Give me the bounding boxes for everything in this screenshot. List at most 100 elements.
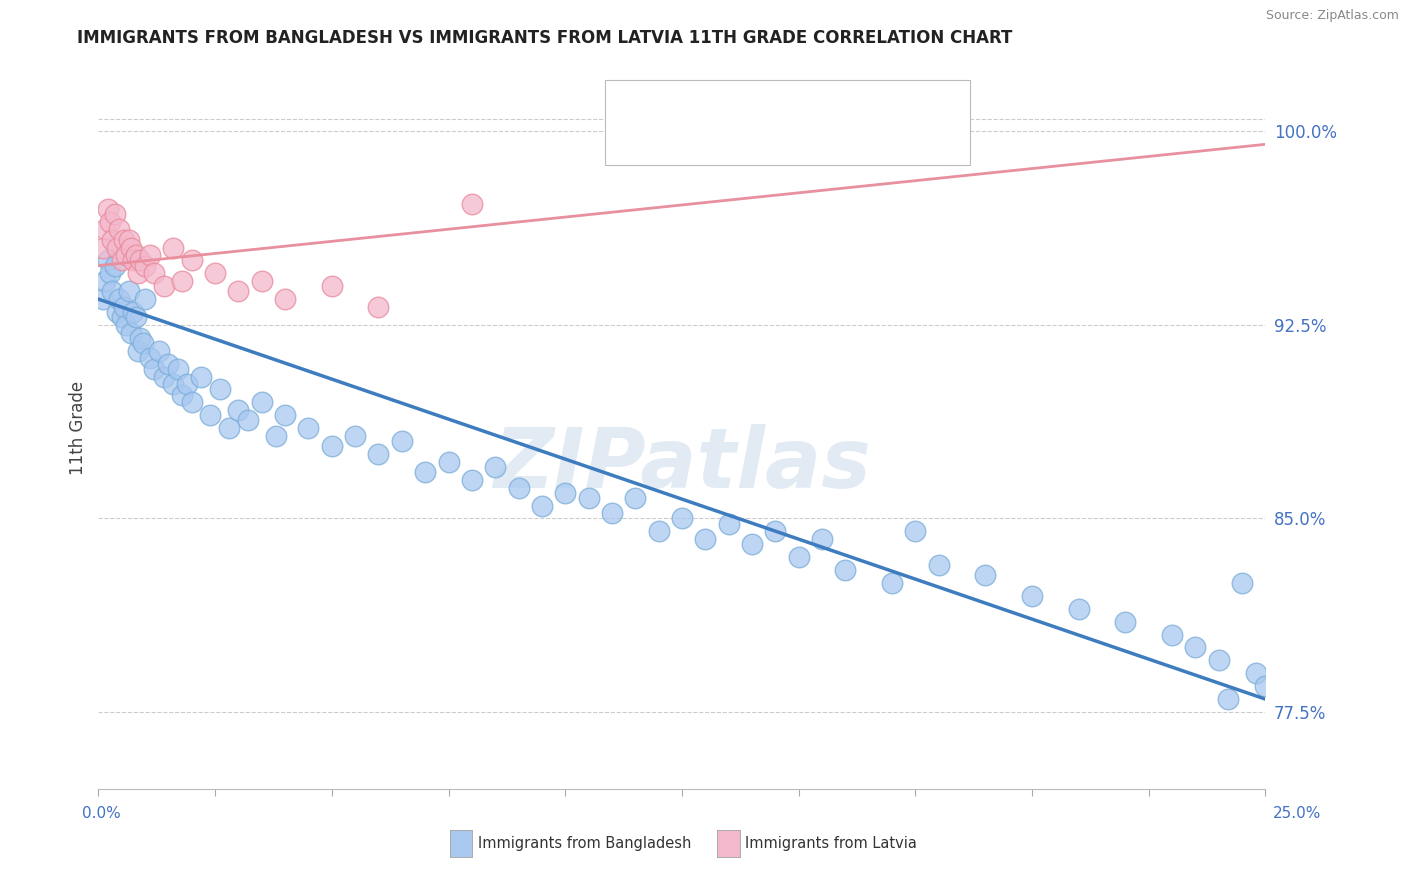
Point (321, 439, 343, 453)
Point (695, 532, 717, 546)
Point (162, 377, 184, 392)
Point (101, 285, 124, 299)
Text: N =: N = (773, 127, 804, 145)
Text: Immigrants from Bangladesh: Immigrants from Bangladesh (478, 837, 692, 851)
Point (228, 403, 250, 417)
Point (1067, 602, 1090, 616)
Point (91, 240, 114, 255)
Point (717, 516, 740, 531)
Point (741, 537, 763, 551)
Point (274, 292, 297, 306)
Point (484, 459, 506, 474)
Point (94, 274, 117, 288)
Point (111, 253, 134, 268)
Point (172, 387, 194, 401)
Point (105, 240, 128, 255)
Point (108, 292, 131, 306)
Point (162, 240, 184, 255)
Point (1216, 692, 1239, 706)
Text: Immigrants from Latvia: Immigrants from Latvia (745, 837, 917, 851)
Point (105, 305, 128, 319)
Point (321, 279, 343, 293)
Point (98, 215, 121, 229)
Point (98, 266, 121, 280)
Point (132, 336, 155, 351)
Point (127, 343, 149, 358)
Point (413, 465, 436, 479)
Point (204, 266, 226, 280)
Point (180, 253, 202, 268)
Point (461, 196, 484, 211)
Point (118, 285, 141, 299)
Point (97, 202, 120, 216)
Point (880, 576, 903, 591)
Point (1161, 627, 1184, 641)
Point (264, 429, 287, 443)
Text: 25.0%: 25.0% (1274, 806, 1322, 821)
Point (91, 292, 114, 306)
Point (190, 369, 212, 384)
Point (228, 285, 250, 299)
Point (122, 253, 145, 268)
Point (367, 300, 389, 314)
Text: Source: ZipAtlas.com: Source: ZipAtlas.com (1265, 9, 1399, 22)
Point (129, 253, 152, 268)
Point (344, 429, 367, 443)
Point (118, 233, 141, 247)
Point (367, 447, 389, 461)
Point (250, 395, 273, 409)
Point (671, 511, 693, 525)
Text: -0.468: -0.468 (689, 94, 748, 112)
Point (554, 485, 576, 500)
Point (200, 409, 222, 423)
Text: ZIPatlas: ZIPatlas (494, 424, 870, 505)
Point (1208, 653, 1230, 667)
Y-axis label: 11th Grade: 11th Grade (69, 381, 87, 475)
Point (120, 240, 142, 255)
Point (129, 331, 152, 345)
Point (904, 524, 927, 539)
Point (787, 550, 810, 565)
Point (143, 361, 166, 376)
Point (97, 253, 120, 268)
Point (1230, 576, 1253, 591)
Point (125, 310, 148, 325)
Point (152, 279, 174, 293)
Point (127, 266, 149, 280)
Point (104, 259, 127, 273)
Point (763, 524, 786, 539)
Point (508, 481, 530, 495)
Point (108, 222, 131, 236)
Point (1114, 615, 1136, 629)
Point (1021, 589, 1043, 603)
Point (148, 343, 170, 358)
Text: R =: R = (647, 94, 678, 112)
Point (274, 409, 297, 423)
Text: 31: 31 (815, 127, 838, 145)
Point (1254, 679, 1277, 693)
Point (112, 300, 135, 314)
Point (1184, 640, 1206, 655)
Point (437, 455, 460, 469)
Point (1244, 666, 1267, 681)
Point (115, 248, 138, 262)
Point (250, 274, 273, 288)
Point (157, 357, 180, 371)
Text: 0.0%: 0.0% (82, 806, 121, 821)
Point (236, 413, 259, 427)
Point (208, 383, 231, 397)
Point (134, 259, 156, 273)
Point (974, 568, 997, 582)
Point (578, 491, 600, 505)
Point (530, 499, 553, 513)
Point (125, 248, 148, 262)
Point (139, 351, 162, 366)
Point (928, 558, 950, 572)
Point (94, 222, 117, 236)
Point (600, 506, 623, 520)
Point (176, 377, 198, 392)
Point (811, 532, 834, 546)
Point (461, 473, 484, 487)
Point (297, 421, 319, 435)
Point (101, 233, 124, 247)
